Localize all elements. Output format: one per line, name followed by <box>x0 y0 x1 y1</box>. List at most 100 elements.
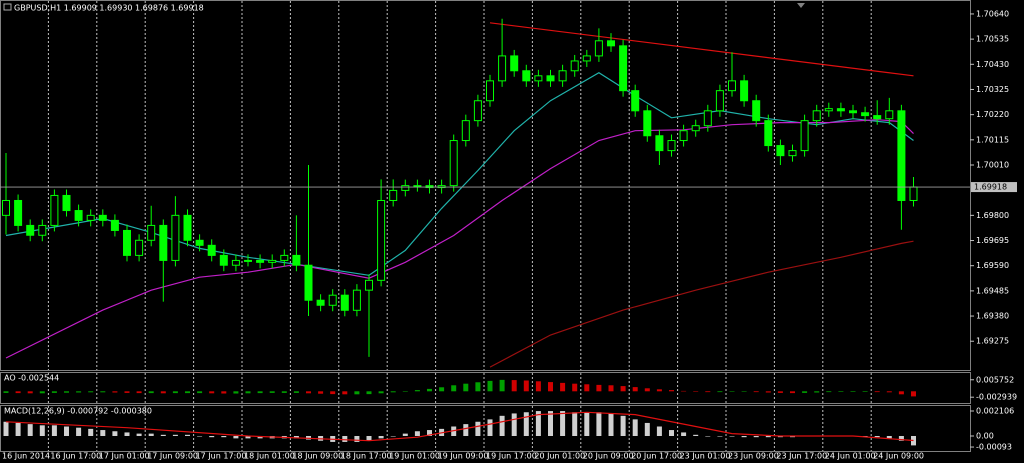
histogram-bar <box>535 381 541 392</box>
candle-body <box>643 110 652 137</box>
candle-body <box>280 254 289 261</box>
current-price-label: 1.69918 <box>974 183 1007 192</box>
y-tick-label: 1.70115 <box>976 135 1009 144</box>
main-frame <box>0 0 971 371</box>
candle-body <box>219 254 228 266</box>
y-tick-label: 1.69695 <box>976 236 1009 245</box>
histogram-bar <box>669 430 674 436</box>
candle-body <box>849 110 857 114</box>
candle-body <box>86 214 95 221</box>
histogram-bar <box>499 415 505 436</box>
histogram-bar <box>572 412 578 436</box>
histogram-bar <box>717 391 723 393</box>
candle-body <box>231 259 240 266</box>
histogram-bar <box>64 426 69 436</box>
candle-body <box>498 55 507 82</box>
histogram-bar <box>620 415 626 436</box>
candle-body <box>570 60 579 72</box>
histogram-bar <box>209 435 215 438</box>
candle-body <box>62 194 71 212</box>
y-tick-label: 1.70640 <box>976 9 1009 18</box>
candle-body <box>510 55 519 72</box>
x-tick-label: 23 Jun 17:00 <box>776 452 827 461</box>
candle-body <box>413 185 422 188</box>
histogram-bar <box>705 435 711 437</box>
x-tick-label: 19 Jun 09:00 <box>438 452 489 461</box>
histogram-bar <box>172 391 178 394</box>
candle-body <box>667 140 676 152</box>
histogram-bar <box>741 435 747 438</box>
histogram-bar <box>390 435 396 437</box>
histogram-bar <box>366 435 372 441</box>
histogram-bar <box>765 435 771 438</box>
candle-body <box>147 224 156 241</box>
histogram-bar <box>136 433 142 436</box>
histogram-bar <box>100 391 106 393</box>
candle-body <box>473 100 482 122</box>
x-tick-label: 17 Jun 09:00 <box>147 452 198 461</box>
histogram-bar <box>439 387 445 392</box>
histogram-bar <box>112 431 118 436</box>
histogram-bar <box>27 424 33 436</box>
histogram-bar <box>584 384 590 392</box>
histogram-bar <box>281 391 287 393</box>
histogram-bar <box>548 382 553 392</box>
histogram-bar <box>584 412 590 436</box>
histogram-bar <box>197 391 203 394</box>
histogram-bar <box>124 391 130 393</box>
histogram-bar <box>560 411 566 436</box>
histogram-bar <box>632 387 638 392</box>
histogram-bar <box>100 430 106 436</box>
x-tick-label: 23 Jun 09:00 <box>728 452 779 461</box>
candle-body <box>352 289 361 311</box>
candle-body <box>486 80 494 102</box>
histogram-bar <box>886 391 892 393</box>
histogram-bar <box>475 382 481 392</box>
candle-body <box>328 294 337 306</box>
candle-body <box>461 120 470 142</box>
candle-body <box>2 199 10 216</box>
histogram-bar <box>596 384 602 392</box>
candle-body <box>691 125 700 132</box>
x-tick-label: 20 Jun 09:00 <box>583 452 634 461</box>
histogram-bar <box>548 411 553 436</box>
y-tick-label: 1.69800 <box>976 211 1009 220</box>
candle-body <box>631 90 640 112</box>
histogram-bar <box>15 422 21 436</box>
histogram-bar <box>790 391 795 394</box>
y-tick-label: 0.00 <box>976 431 994 440</box>
histogram-bar <box>620 386 626 392</box>
histogram-bar <box>318 391 324 394</box>
x-tick-label: 17 Jun 01:00 <box>99 452 150 461</box>
candle-body <box>316 299 325 306</box>
candle-body <box>594 40 603 57</box>
histogram-bar <box>342 391 348 395</box>
histogram-bar <box>160 391 166 394</box>
histogram-bar <box>148 391 154 394</box>
histogram-bar <box>777 391 783 393</box>
candle-body <box>885 110 894 120</box>
histogram-bar <box>632 419 638 436</box>
histogram-bar <box>257 435 263 439</box>
x-tick-label: 24 Jun 01:00 <box>825 452 876 461</box>
y-tick-label: 1.69380 <box>976 312 1009 321</box>
y-tick-label: 0.002106 <box>976 406 1014 415</box>
histogram-bar <box>172 434 178 436</box>
candle-body <box>159 224 168 261</box>
histogram-bar <box>39 391 45 394</box>
histogram-bar <box>874 391 880 393</box>
histogram-bar <box>378 391 384 394</box>
histogram-bar <box>76 391 82 393</box>
histogram-bar <box>185 391 190 394</box>
histogram-bar <box>148 433 154 436</box>
histogram-bar <box>656 426 662 436</box>
histogram-bar <box>257 391 263 394</box>
candle-body <box>171 214 180 261</box>
histogram-bar <box>269 391 275 393</box>
histogram-bar <box>511 413 517 436</box>
histogram-bar <box>354 435 360 442</box>
histogram-bar <box>209 391 215 394</box>
y-tick-label: 1.70220 <box>976 110 1009 119</box>
